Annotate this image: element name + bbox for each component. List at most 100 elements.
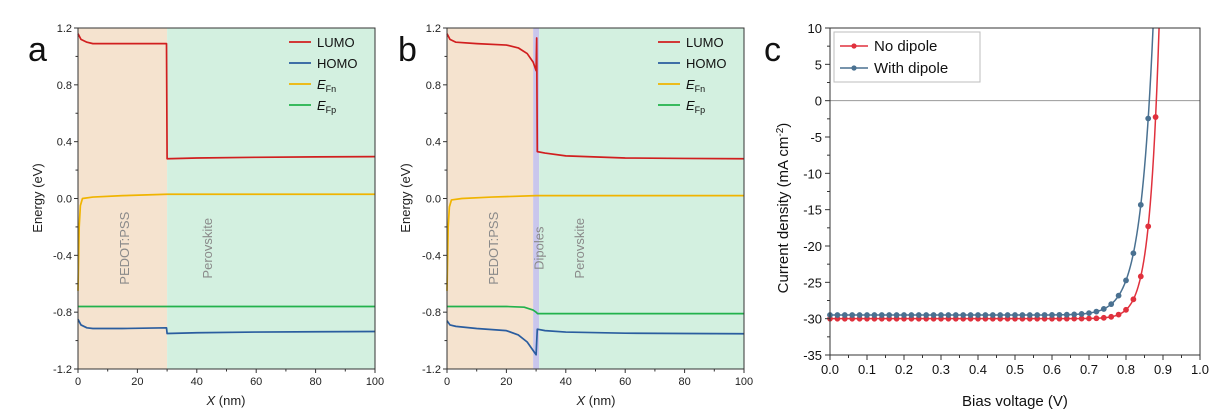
panel-c-legend-marker <box>851 65 857 71</box>
panel-a-xtick-label: 100 <box>366 376 384 388</box>
panel-a-ylabel: Energy (eV) <box>30 163 45 232</box>
panel-c-marker-with-dipole <box>1041 312 1048 318</box>
panel-a-ytick-label: -0.8 <box>53 307 72 319</box>
panel-b-ylabel: Energy (eV) <box>398 163 413 232</box>
panel-c-marker-no-dipole <box>1152 114 1159 120</box>
panel-c-marker-with-dipole <box>1100 306 1107 312</box>
panel-b-xlabel-unit: (nm) <box>585 393 615 408</box>
panel-c-ylabel: Current density (mA cm-2) <box>775 123 793 294</box>
panel-c-ytick-label: -15 <box>803 203 822 218</box>
panel-a-xtick-label: 60 <box>250 376 262 388</box>
legend-sub: Fp <box>326 105 337 115</box>
panel-a-region-label: Perovskite <box>200 218 215 279</box>
panel-c-marker-with-dipole <box>1078 311 1085 317</box>
panel-c-legend-label: No dipole <box>874 38 937 55</box>
panel-a-xtick-label: 20 <box>131 376 143 388</box>
panel-a-legend-label: HOMO <box>317 56 357 71</box>
panel-b-legend-label: EFp <box>686 98 705 115</box>
panel-c-marker-no-dipole <box>1100 314 1107 321</box>
panel-c-marker-with-dipole <box>1026 312 1033 318</box>
panel-a-ytick-label: -0.4 <box>53 250 72 262</box>
panel-c-marker-with-dipole <box>960 312 967 318</box>
panel-a-ytick-label: 0.8 <box>57 80 72 92</box>
panel-c-marker-with-dipole <box>856 312 863 318</box>
panel-b-region-label: PEDOT:PSS <box>486 211 501 284</box>
panel-a-region-perovskite <box>167 28 375 369</box>
legend-main: E <box>317 98 326 113</box>
panel-a-ytick-label: 1.2 <box>57 23 72 35</box>
panel-c-marker-with-dipole <box>1012 312 1018 318</box>
panel-c-legend-marker <box>851 43 857 49</box>
panel-b-ytick-label: 0.8 <box>426 80 441 92</box>
panel-c-marker-with-dipole <box>952 312 959 318</box>
panel-b-xtick-label: 80 <box>678 376 690 388</box>
panel-b-legend-label: HOMO <box>686 56 726 71</box>
panel-a-legend-label: LUMO <box>317 35 355 50</box>
panel-c-marker-with-dipole <box>834 312 841 318</box>
panel-c-marker-no-dipole <box>1086 315 1092 322</box>
panel-c-xtick-label: 0.3 <box>932 362 950 377</box>
panel-c: c Current density (mA cm-2) Bias voltage… <box>764 21 1209 410</box>
panel-c-ytick-label: -20 <box>803 239 822 254</box>
panel-a: a Energy (eV) X (nm) PEDOT:PSS Perovskite… <box>28 23 384 408</box>
panel-a-xlabel-unit: (nm) <box>215 393 245 408</box>
panel-c-marker-with-dipole <box>1123 277 1129 284</box>
panel-c-marker-with-dipole <box>1019 312 1026 318</box>
panel-c-ytick-label: -10 <box>803 166 822 181</box>
panel-c-marker-with-dipole <box>901 312 907 318</box>
panel-a-series-homo <box>77 318 376 335</box>
panel-c-ytick-label: -25 <box>803 275 822 290</box>
legend-sub: Fn <box>326 84 337 94</box>
panel-c-marker-with-dipole <box>841 312 848 318</box>
panel-c-marker-with-dipole <box>982 312 989 318</box>
panel-c-marker-with-dipole <box>1071 311 1078 318</box>
panel-c-xtick-label: 0.2 <box>895 362 913 377</box>
panel-a-region-label: PEDOT:PSS <box>117 211 132 284</box>
panel-c-marker-no-dipole <box>1108 313 1115 320</box>
panel-c-marker-no-dipole <box>1078 315 1085 322</box>
panel-a-ytick-label: -1.2 <box>53 364 72 376</box>
panel-c-xtick-label: 0.1 <box>858 362 876 377</box>
panel-c-marker-no-dipole <box>1145 223 1152 230</box>
panel-c-ytick-label: -30 <box>803 312 822 327</box>
panel-a-xlabel: X (nm) <box>205 393 245 408</box>
panel-c-xtick-label: 0.9 <box>1154 362 1172 377</box>
panel-c-legend-box <box>833 31 981 83</box>
panel-b-xlabel-var: X <box>575 393 586 408</box>
panel-c-marker-with-dipole <box>908 312 915 318</box>
panel-c-xtick-label: 0.5 <box>1006 362 1024 377</box>
panel-b-series-e-fp <box>447 305 744 315</box>
panel-c-marker-with-dipole <box>849 312 856 318</box>
panel-b: b Energy (eV) X (nm) PEDOT:PSS Dipoles Per… <box>398 23 753 408</box>
panel-c-marker-with-dipole <box>923 312 930 318</box>
panel-c-marker-no-dipole <box>1123 306 1129 313</box>
panel-b-ytick-label: 0.0 <box>426 194 441 206</box>
legend-main: E <box>686 98 695 113</box>
panel-c-marker-with-dipole <box>1115 292 1122 299</box>
panel-a-series-e-fn <box>77 193 375 291</box>
panel-b-xtick-label: 20 <box>500 376 512 388</box>
panel-b-xtick-label: 60 <box>619 376 631 388</box>
panel-c-legend-label: With dipole <box>874 60 948 77</box>
panel-c-ytick-label: 10 <box>808 21 822 36</box>
legend-main: E <box>317 77 326 92</box>
panel-b-region-label: Perovskite <box>572 218 587 279</box>
panel-c-ylabel-post: ) <box>775 123 792 128</box>
panel-c-marker-with-dipole <box>967 312 974 318</box>
panel-a-ytick-label: 0.0 <box>57 194 72 206</box>
panel-a-region-pedotpss <box>78 28 168 369</box>
panel-a-xlabel-var: X <box>205 393 216 408</box>
panel-b-region-dipoles <box>533 28 540 369</box>
panel-b-series-e-fn <box>446 194 744 291</box>
panel-c-marker-with-dipole <box>1137 201 1144 208</box>
panel-c-marker-with-dipole <box>878 312 885 318</box>
panel-b-ytick-label: -1.2 <box>422 364 441 376</box>
panel-c-marker-with-dipole <box>1049 312 1055 318</box>
panel-c-marker-with-dipole <box>1063 311 1070 318</box>
panel-c-marker-with-dipole <box>915 312 922 318</box>
panel-a-legend-label: EFp <box>317 98 336 115</box>
panel-c-marker-no-dipole <box>1130 296 1137 303</box>
panel-b-ytick-label: 1.2 <box>426 23 441 35</box>
panel-c-ytick-label: 5 <box>815 57 822 72</box>
panel-c-ylabel-sup: -2 <box>775 127 786 136</box>
